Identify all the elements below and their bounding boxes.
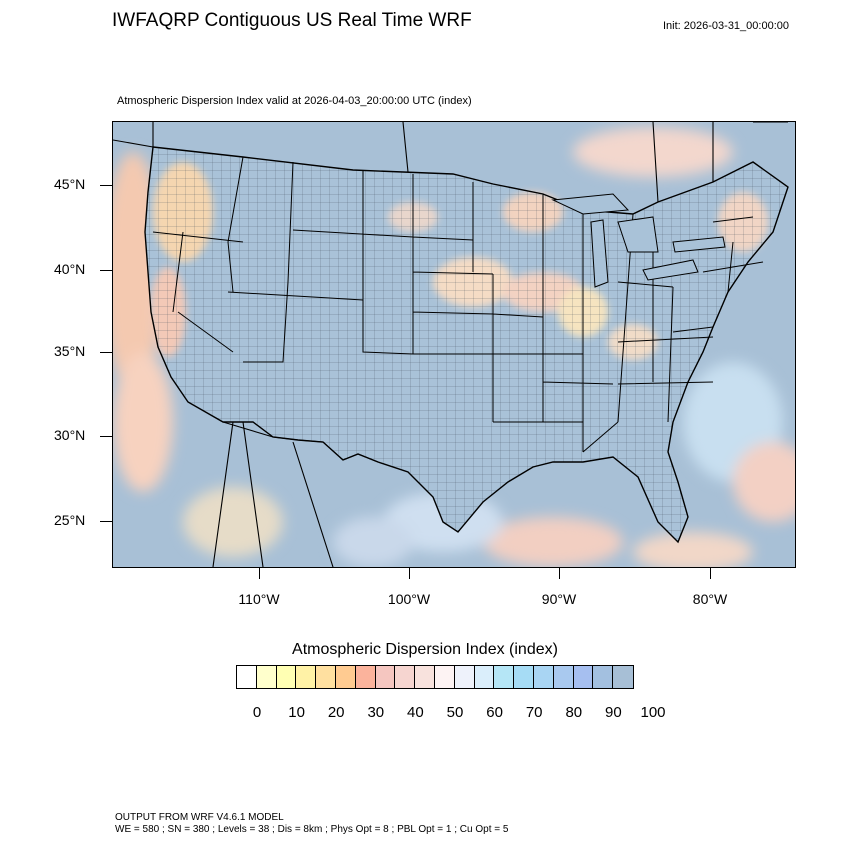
colorbar-box: [553, 666, 574, 688]
lat-label-35: 35°N: [54, 343, 86, 359]
great-lakes: [551, 193, 726, 288]
colorbar-label: 20: [327, 704, 345, 721]
lon-tick: [409, 567, 410, 579]
colorbar-box: [415, 666, 435, 688]
colorbar-box: [296, 666, 317, 688]
model-footer-line2: WE = 580 ; SN = 380 ; Levels = 38 ; Dis …: [115, 824, 509, 835]
colorbar-box: [316, 666, 336, 688]
colorbar-label: 70: [525, 704, 543, 721]
country-borders: [113, 122, 788, 567]
lat-tick: [100, 436, 112, 437]
dispersion-map: [113, 122, 795, 567]
colorbar-box: [276, 666, 297, 688]
lon-tick: [559, 567, 560, 579]
colorbar: [236, 665, 634, 689]
colorbar-label: 50: [446, 704, 464, 721]
colorbar-box: [494, 666, 515, 688]
colorbar-box: [533, 666, 554, 688]
lon-tick: [259, 567, 260, 579]
lat-tick: [100, 185, 112, 186]
lat-label-45: 45°N: [54, 176, 86, 192]
colorbar-box: [395, 666, 416, 688]
lon-label-100w: 100°W: [387, 591, 431, 607]
lon-label-110w: 110°W: [238, 591, 280, 607]
colorbar-box: [613, 666, 633, 688]
lat-tick: [100, 521, 112, 522]
colorbar-box: [454, 666, 475, 688]
lat-label-40: 40°N: [54, 261, 86, 277]
colorbar-label: 80: [565, 704, 583, 721]
lon-tick: [710, 567, 711, 579]
colorbar-title: Atmospheric Dispersion Index (index): [292, 641, 558, 658]
colorbar-box: [355, 666, 376, 688]
colorbar-box: [474, 666, 495, 688]
colorbar-label: 40: [407, 704, 424, 721]
colorbar-label: 60: [486, 704, 503, 721]
colorbar-label: 100: [640, 704, 666, 721]
colorbar-box: [434, 666, 455, 688]
lat-label-30: 30°N: [54, 427, 86, 443]
lon-label-90w: 90°W: [541, 591, 577, 607]
colorbar-box: [593, 666, 614, 688]
colorbar-box: [335, 666, 356, 688]
colorbar-box: [256, 666, 277, 688]
lon-label-80w: 80°W: [692, 591, 728, 607]
map-title: IWFAQRP Contiguous US Real Time WRF: [112, 10, 472, 31]
lat-tick: [100, 270, 112, 271]
colorbar-box: [237, 666, 257, 688]
lat-tick: [100, 352, 112, 353]
model-footer-line1: OUTPUT FROM WRF V4.6.1 MODEL: [115, 812, 284, 823]
colorbar-box: [573, 666, 594, 688]
colorbar-label: 30: [367, 704, 385, 721]
map-panel: [112, 121, 796, 568]
lat-label-25: 25°N: [54, 512, 86, 528]
colorbar-label: 90: [605, 704, 622, 721]
colorbar-label: 0: [252, 704, 262, 721]
init-time: Init: 2026-03-31_00:00:00: [663, 20, 789, 32]
colorbar-box: [375, 666, 396, 688]
colorbar-label: 10: [288, 704, 305, 721]
map-subtitle: Atmospheric Dispersion Index valid at 20…: [117, 95, 472, 107]
state-boundaries: [152, 156, 764, 453]
colorbar-box: [514, 666, 534, 688]
ocean-dispersion-field: [113, 127, 795, 567]
